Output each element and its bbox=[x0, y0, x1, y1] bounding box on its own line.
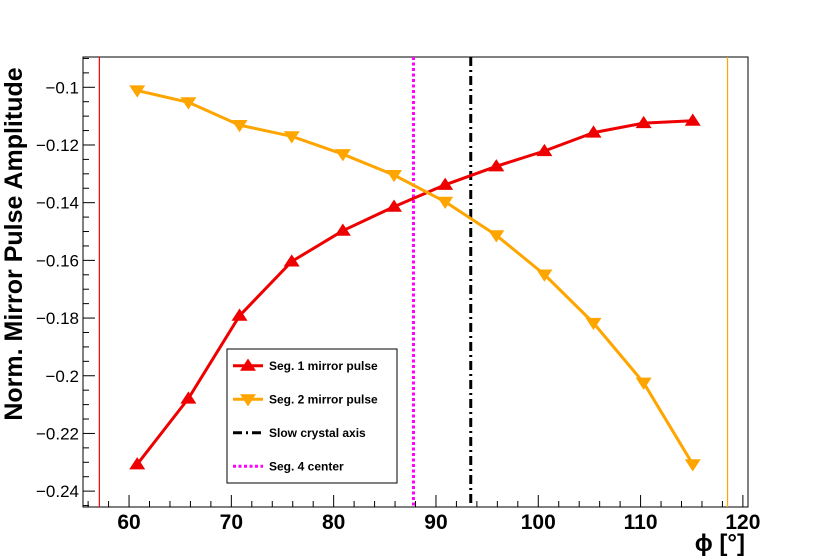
data-point bbox=[488, 159, 505, 172]
data-point bbox=[283, 254, 300, 267]
x-axis-title: ϕ [°] bbox=[695, 530, 745, 557]
legend: Seg. 1 mirror pulse Seg. 2 mirror pulse Sl… bbox=[226, 348, 398, 484]
legend-label: Seg. 2 mirror pulse bbox=[269, 392, 378, 406]
x-tick-label: 80 bbox=[322, 511, 345, 534]
legend-label: Slow crystal axis bbox=[269, 426, 366, 440]
y-tick-label: −0.14 bbox=[36, 194, 79, 213]
data-point bbox=[386, 199, 403, 212]
data-point bbox=[585, 125, 602, 138]
reference-lines bbox=[98, 57, 729, 507]
axes: 60 70 80 90 100 110 120 −0.24 −0.22 −0.2 −0.18 −0.1… bbox=[36, 57, 760, 534]
y-tick-label: −0.18 bbox=[36, 309, 79, 328]
y-tick-label: −0.22 bbox=[36, 424, 79, 443]
data-point bbox=[231, 308, 248, 321]
legend-label: Seg. 1 mirror pulse bbox=[269, 359, 378, 373]
data-point bbox=[585, 317, 602, 331]
legend-box bbox=[226, 348, 398, 484]
data-point bbox=[536, 143, 553, 157]
data-point bbox=[334, 149, 351, 162]
series-line bbox=[136, 89, 695, 466]
data-point bbox=[684, 459, 701, 472]
data-point bbox=[240, 394, 256, 407]
data-point bbox=[635, 377, 652, 390]
data-point bbox=[240, 358, 256, 371]
data-point bbox=[386, 169, 403, 183]
data-point bbox=[129, 85, 146, 98]
y-axis-title: Norm. Mirror Pulse Amplitude bbox=[0, 67, 28, 420]
x-tick-label: 120 bbox=[725, 511, 760, 534]
data-point bbox=[334, 223, 351, 236]
y-tick-label: −0.1 bbox=[45, 78, 79, 97]
y-tick-label: −0.24 bbox=[36, 482, 79, 501]
y-tick-label: −0.16 bbox=[36, 251, 79, 270]
x-tick-label: 70 bbox=[220, 511, 243, 534]
data-point bbox=[180, 97, 197, 110]
data-point bbox=[129, 457, 146, 470]
data-point bbox=[635, 115, 652, 129]
data-point bbox=[488, 230, 505, 243]
x-tick-label: 100 bbox=[521, 511, 556, 534]
data-series bbox=[129, 85, 701, 472]
y-tick-label: −0.12 bbox=[36, 136, 79, 155]
x-tick-label: 110 bbox=[624, 511, 658, 534]
data-point bbox=[283, 131, 300, 144]
data-point bbox=[684, 113, 701, 126]
data-point bbox=[437, 196, 454, 210]
data-point bbox=[180, 391, 197, 404]
data-point bbox=[231, 120, 248, 133]
series-line bbox=[136, 119, 693, 466]
y-tick-label: −0.2 bbox=[45, 367, 79, 386]
data-point bbox=[536, 269, 553, 282]
legend-label: Seg. 4 center bbox=[269, 459, 344, 473]
x-tick-label: 60 bbox=[117, 511, 140, 534]
data-point bbox=[437, 177, 454, 190]
x-tick-label: 90 bbox=[424, 511, 447, 534]
